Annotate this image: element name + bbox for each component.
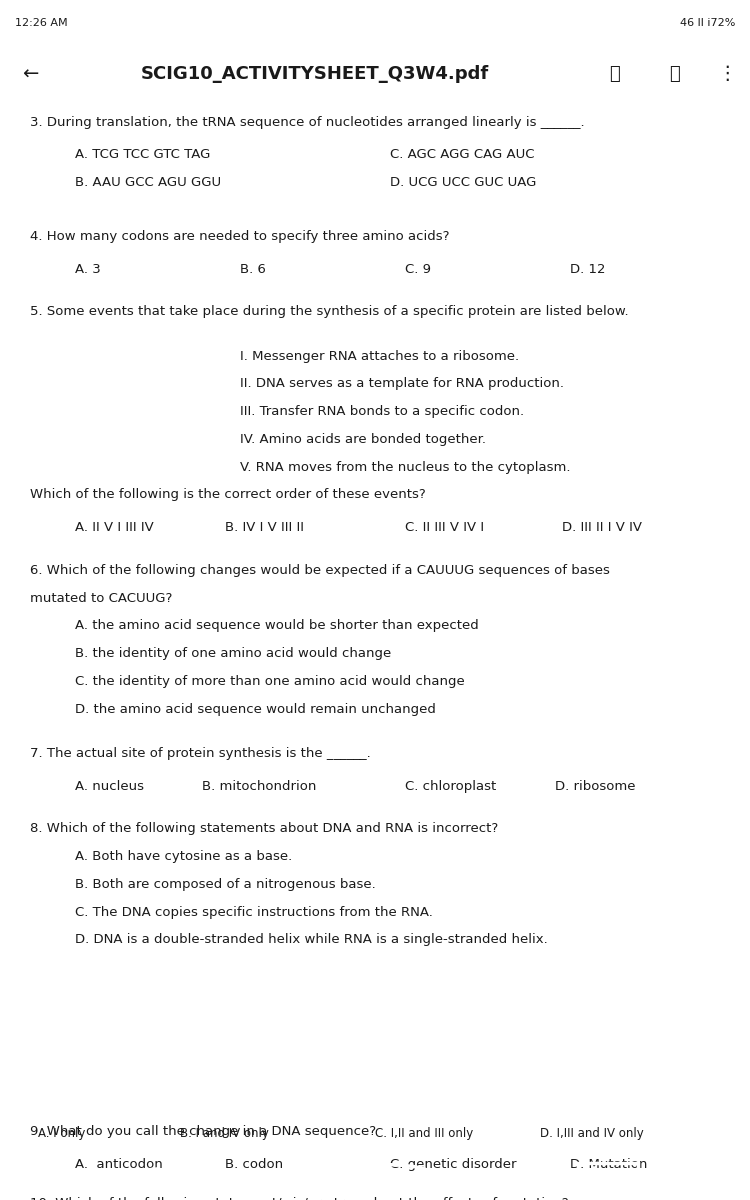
Text: A. TCG TCC GTC TAG: A. TCG TCC GTC TAG	[75, 149, 210, 161]
Text: 5. Some events that take place during the synthesis of a specific protein are li: 5. Some events that take place during th…	[30, 305, 628, 318]
Text: 10. Which of the following statement/s is/are true about the effects of mutation: 10. Which of the following statement/s i…	[30, 1196, 568, 1200]
Text: SCIG10_ACTIVITYSHEET_Q3W4.pdf: SCIG10_ACTIVITYSHEET_Q3W4.pdf	[141, 65, 489, 83]
Text: A. nucleus: A. nucleus	[75, 780, 144, 793]
Polygon shape	[120, 1168, 158, 1175]
Text: ⌕: ⌕	[610, 65, 620, 83]
Text: A. Both have cytosine as a base.: A. Both have cytosine as a base.	[75, 850, 292, 863]
Text: B. IV I V III II: B. IV I V III II	[225, 521, 304, 534]
Text: A. 3: A. 3	[75, 263, 100, 276]
Text: D. the amino acid sequence would remain unchanged: D. the amino acid sequence would remain …	[75, 703, 436, 715]
Text: C. 9: C. 9	[405, 263, 431, 276]
Text: C. II III V IV I: C. II III V IV I	[405, 521, 484, 534]
Text: B. Both are composed of a nitrogenous base.: B. Both are composed of a nitrogenous ba…	[75, 877, 376, 890]
Text: 8. Which of the following statements about DNA and RNA is incorrect?: 8. Which of the following statements abo…	[30, 822, 498, 835]
Text: Which of the following is the correct order of these events?: Which of the following is the correct or…	[30, 488, 426, 502]
Text: C. the identity of more than one amino acid would change: C. the identity of more than one amino a…	[75, 674, 465, 688]
Text: D. UCG UCC GUC UAG: D. UCG UCC GUC UAG	[390, 176, 536, 190]
Text: D. DNA is a double-stranded helix while RNA is a single-stranded helix.: D. DNA is a double-stranded helix while …	[75, 934, 548, 947]
Text: IV. Amino acids are bonded together.: IV. Amino acids are bonded together.	[240, 433, 486, 446]
Text: II. DNA serves as a template for RNA production.: II. DNA serves as a template for RNA pro…	[240, 377, 564, 390]
Text: ⋮: ⋮	[718, 65, 737, 83]
Text: ⎘: ⎘	[670, 65, 680, 83]
Text: V. RNA moves from the nucleus to the cytoplasm.: V. RNA moves from the nucleus to the cyt…	[240, 461, 571, 474]
Text: mutated to CACUUG?: mutated to CACUUG?	[30, 592, 172, 605]
Text: C. The DNA copies specific instructions from the RNA.: C. The DNA copies specific instructions …	[75, 906, 433, 918]
Text: 9. What do you call the change in a DNA sequence?: 9. What do you call the change in a DNA …	[30, 1124, 376, 1138]
Text: I. Messenger RNA attaches to a ribosome.: I. Messenger RNA attaches to a ribosome.	[240, 349, 519, 362]
Text: III. Transfer RNA bonds to a specific codon.: III. Transfer RNA bonds to a specific co…	[240, 406, 524, 418]
Text: A. I only: A. I only	[38, 1127, 85, 1140]
Text: D. 12: D. 12	[570, 263, 605, 276]
Text: 6. Which of the following changes would be expected if a CAUUUG sequences of bas: 6. Which of the following changes would …	[30, 564, 610, 577]
Text: B. I and IV only: B. I and IV only	[180, 1127, 268, 1140]
Text: 12:26 AM: 12:26 AM	[15, 18, 68, 28]
Text: D. III II I V IV: D. III II I V IV	[562, 521, 643, 534]
Text: B. 6: B. 6	[240, 263, 266, 276]
Text: A.  anticodon: A. anticodon	[75, 1158, 163, 1171]
Text: B. codon: B. codon	[225, 1158, 284, 1171]
Text: 7. The actual site of protein synthesis is the ______.: 7. The actual site of protein synthesis …	[30, 746, 370, 760]
Text: D. I,III and IV only: D. I,III and IV only	[540, 1127, 644, 1140]
Text: 46 ll i72%: 46 ll i72%	[680, 18, 735, 28]
Text: 3. During translation, the tRNA sequence of nucleotides arranged linearly is ___: 3. During translation, the tRNA sequence…	[30, 115, 585, 128]
Text: C. genetic disorder: C. genetic disorder	[390, 1158, 517, 1171]
Text: B. AAU GCC AGU GGU: B. AAU GCC AGU GGU	[75, 176, 221, 190]
Text: ←: ←	[22, 65, 38, 83]
Text: A. II V I III IV: A. II V I III IV	[75, 521, 154, 534]
Text: C. AGC AGG CAG AUC: C. AGC AGG CAG AUC	[390, 149, 535, 161]
Text: A. the amino acid sequence would be shorter than expected: A. the amino acid sequence would be shor…	[75, 619, 478, 632]
Text: B. mitochondrion: B. mitochondrion	[202, 780, 316, 793]
Text: B. the identity of one amino acid would change: B. the identity of one amino acid would …	[75, 647, 392, 660]
Text: D. ribosome: D. ribosome	[555, 780, 635, 793]
Text: 4. How many codons are needed to specify three amino acids?: 4. How many codons are needed to specify…	[30, 230, 449, 244]
Text: C. chloroplast: C. chloroplast	[405, 780, 496, 793]
Text: C. I,II and III only: C. I,II and III only	[375, 1127, 473, 1140]
Bar	[578, 1163, 638, 1182]
Text: D. Mutation: D. Mutation	[570, 1158, 647, 1171]
